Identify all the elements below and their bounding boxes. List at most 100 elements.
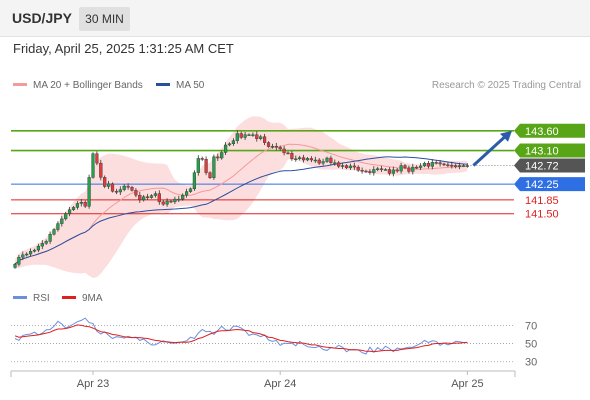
candle-body	[161, 201, 165, 205]
legend-ma50: MA 50	[156, 80, 204, 91]
candle-body	[255, 134, 259, 139]
candle-body	[192, 172, 196, 190]
candle-body	[29, 251, 33, 255]
candle-body	[99, 162, 103, 178]
candle-body	[142, 196, 146, 201]
candle-body	[130, 187, 134, 191]
candle-body	[458, 165, 462, 167]
time-axis: Apr 23 Apr 24 Apr 25	[10, 370, 516, 390]
candle-body	[103, 177, 107, 187]
candle-body	[383, 169, 388, 171]
candle-body	[305, 158, 310, 161]
candle-body	[32, 249, 37, 252]
candle-body	[376, 168, 380, 170]
level-lines-layer	[11, 129, 514, 215]
candle-body	[274, 145, 278, 148]
candle-body	[333, 162, 337, 164]
candle-body	[251, 134, 255, 136]
candle-body	[231, 140, 235, 145]
level-tag-143.60	[514, 123, 585, 138]
candle-body	[321, 161, 325, 164]
candle-body	[204, 159, 208, 173]
candle-body	[403, 165, 407, 169]
candle-body	[360, 170, 364, 172]
candle-body	[220, 152, 224, 159]
x-tick-label: Apr 25	[451, 378, 483, 390]
candle-body	[419, 165, 423, 168]
candle-body	[387, 169, 391, 174]
legend-ma50-label: MA 50	[176, 80, 205, 91]
candle-body	[352, 165, 356, 168]
candle-body	[95, 153, 99, 164]
candle-body	[317, 159, 321, 164]
legend-ma50-swatch	[156, 82, 170, 86]
timeframe-button[interactable]: 30 MIN	[79, 7, 130, 31]
candle-body	[153, 193, 157, 196]
candle-body	[36, 245, 40, 251]
candle-body	[290, 153, 294, 160]
candle-body	[454, 165, 458, 167]
forecast-arrow-layer	[472, 130, 512, 167]
level-tag-142.25	[514, 177, 585, 192]
candle-body	[184, 191, 189, 196]
candle-body	[169, 200, 173, 203]
candle-body	[118, 189, 122, 193]
candle-body	[298, 157, 302, 160]
candle-body	[446, 164, 450, 166]
rsi-panel: 70 50 30	[11, 317, 537, 369]
candle-body	[270, 145, 274, 148]
candle-body	[235, 133, 239, 141]
candle-body	[411, 166, 415, 172]
candle-body	[259, 136, 263, 139]
candle-body	[173, 198, 177, 203]
candle-body	[263, 136, 267, 143]
candle-body	[442, 163, 446, 166]
rsi-tick-label-70: 70	[525, 320, 537, 332]
level-tag-142.72	[514, 158, 585, 173]
candle-body	[407, 167, 411, 172]
chart-datetime: Friday, April 25, 2025 1:31:25 AM CET	[13, 41, 234, 56]
candle-body	[122, 185, 126, 190]
candle-body	[223, 144, 228, 153]
level-label-141.85: 141.85	[525, 195, 559, 207]
candle-body	[126, 185, 130, 188]
legend-9ma: 9MA	[62, 293, 103, 304]
level-tag-label-143.60: 143.60	[525, 126, 559, 138]
candle-body	[344, 165, 349, 169]
forecast-arrow-shaft	[472, 134, 508, 167]
candle-body	[75, 203, 79, 208]
candle-body	[200, 158, 204, 160]
candles-layer	[13, 130, 469, 269]
candle-body	[67, 209, 72, 214]
candle-body	[282, 148, 286, 154]
research-credit: Research © 2025 Trading Central	[431, 80, 581, 91]
level-tag-label-142.25: 142.25	[525, 179, 559, 191]
legend-rsi-swatch	[13, 295, 27, 299]
candle-body	[91, 153, 95, 178]
candle-body	[188, 188, 193, 192]
candle-body	[83, 202, 87, 207]
level-tag-label-142.72: 142.72	[525, 161, 559, 173]
candle-body	[368, 171, 372, 173]
level-tag-label-143.10: 143.10	[525, 146, 559, 158]
candle-body	[145, 196, 150, 198]
candle-body	[364, 170, 368, 173]
candle-body	[438, 162, 442, 165]
candle-body	[243, 134, 247, 138]
candle-body	[356, 166, 360, 171]
forecast-arrow-head	[500, 130, 512, 142]
candle-body	[25, 253, 29, 256]
candle-body	[309, 158, 313, 161]
candle-body	[415, 166, 419, 169]
candle-body	[56, 223, 60, 230]
bollinger-band-layer	[15, 116, 468, 278]
legend-9ma-label: 9MA	[82, 293, 103, 304]
bollinger-band	[15, 116, 468, 278]
candle-body	[44, 241, 48, 244]
legend-bollinger: MA 20 + Bollinger Bands	[13, 80, 143, 91]
rsi-tick-label-30: 30	[525, 357, 537, 369]
legend-bollinger-swatch	[13, 82, 27, 86]
rsi-tick-label-50: 50	[525, 339, 537, 351]
candle-body	[157, 193, 161, 203]
